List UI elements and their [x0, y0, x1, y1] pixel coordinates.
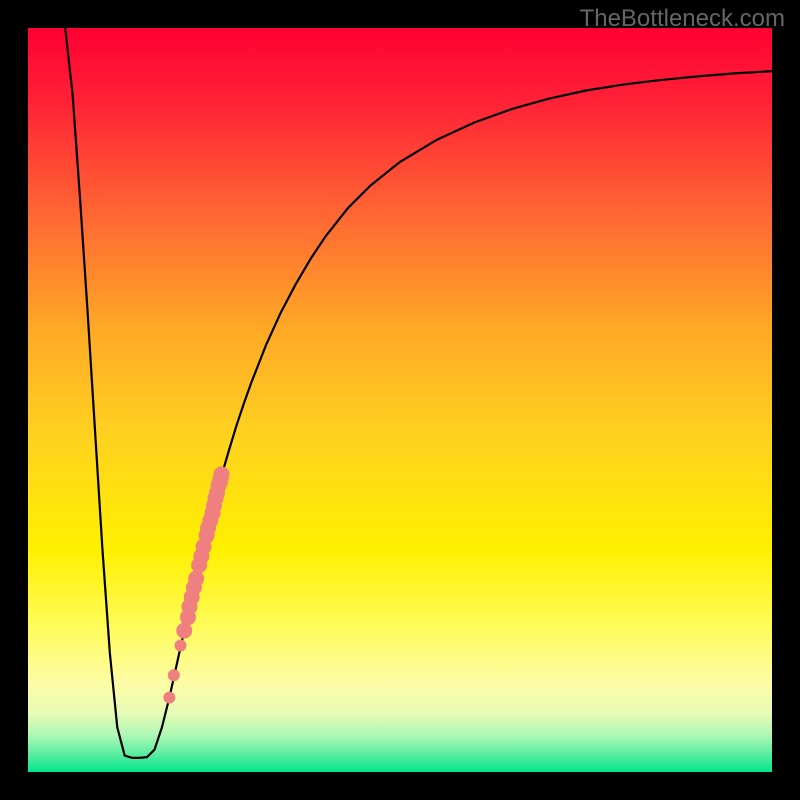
chart-svg: [28, 28, 772, 772]
data-marker: [163, 692, 175, 704]
data-marker: [168, 669, 180, 681]
data-marker: [188, 571, 204, 587]
data-marker: [175, 640, 187, 652]
plot-area: [28, 28, 772, 772]
data-marker: [213, 466, 229, 482]
data-marker: [176, 623, 192, 639]
bottleneck-chart: TheBottleneck.com: [0, 0, 800, 800]
watermark-text: TheBottleneck.com: [580, 5, 785, 33]
bottleneck-curve: [65, 28, 772, 758]
